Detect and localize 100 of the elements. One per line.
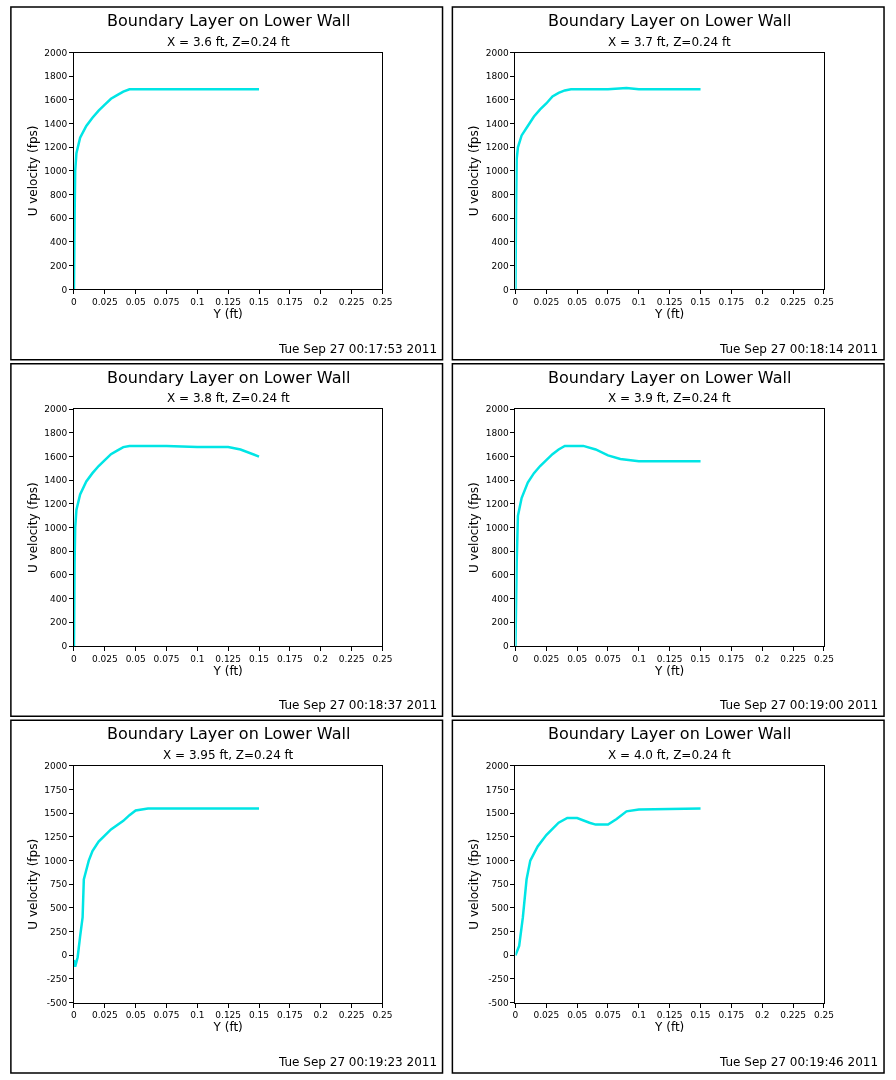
y-tick-label: 1000	[485, 166, 509, 177]
y-axis-title: U velocity (fps)	[467, 125, 482, 217]
chart-subtitle: X = 3.7 ft, Z=0.24 ft	[608, 35, 731, 49]
x-tick-label: 0.175	[276, 297, 303, 308]
text: Tue Sep 27 00:19:00 2011	[719, 698, 879, 712]
y-axis-title: U velocity (fps)	[25, 482, 40, 574]
y-tick-label: 600	[49, 570, 68, 581]
chart-title: Boundary Layer on Lower Wall	[107, 11, 351, 30]
y-tick-label: 0	[61, 284, 68, 295]
x-tick-label: 0.15	[690, 1010, 711, 1021]
x-tick-label: 0.05	[125, 653, 146, 664]
chart-subtitle: X = 3.9 ft, Z=0.24 ft	[608, 391, 731, 405]
x-tick-label: 0.2	[313, 1010, 328, 1021]
x-tick-label: 0.075	[595, 653, 621, 664]
x-tick-label: 0.2	[755, 1010, 770, 1021]
x-tick-label: 0.2	[313, 653, 328, 664]
x-tick-label: 0.225	[338, 1010, 365, 1021]
line-series	[515, 807, 702, 957]
x-tick-label: 0	[71, 1010, 78, 1021]
chart-subtitle: X = 4.0 ft, Z=0.24 ft	[608, 748, 731, 762]
x-tick-label: 0.15	[690, 297, 711, 308]
x-axis-title: Y (ft)	[212, 663, 243, 678]
y-tick-label: 400	[491, 593, 509, 604]
x-tick-label: 0.1	[631, 1010, 646, 1021]
x-tick-label: 0.1	[190, 1010, 205, 1021]
y-tick-label: 1750	[485, 784, 509, 795]
y-tick-label: 1800	[44, 71, 68, 82]
x-tick-label: 0.15	[249, 297, 270, 308]
y-tick-label: 1600	[44, 451, 68, 462]
x-tick-label: 0.025	[91, 297, 118, 308]
chart-subtitle: X = 3.6 ft, Z=0.24 ft	[167, 35, 290, 49]
y-tick-label: 250	[491, 926, 509, 937]
x-axis-title: Y (ft)	[654, 307, 685, 322]
y-tick-label: 2000	[485, 47, 509, 58]
x-tick-label: 0.1	[190, 653, 205, 664]
y-tick-label: 1400	[485, 118, 509, 129]
x-tick-label: 0	[71, 653, 78, 664]
y-tick-label: 200	[491, 617, 509, 628]
x-tick-label: 0.175	[276, 653, 303, 664]
x-tick-label: 0.075	[153, 297, 180, 308]
x-tick-label: 0.175	[718, 297, 745, 308]
y-tick-label: 750	[49, 879, 68, 890]
x-tick-label: 0.1	[190, 297, 205, 308]
x-tick-label: 0.25	[372, 297, 393, 308]
y-tick-label: 200	[49, 617, 68, 628]
x-tick-label: 0.225	[338, 653, 365, 664]
x-tick-label: 0	[512, 1010, 519, 1021]
y-tick-label: 1400	[44, 475, 68, 486]
x-axis-title: Y (ft)	[654, 663, 685, 678]
x-tick-label: 0	[512, 653, 519, 664]
x-tick-label: 0.25	[813, 1010, 834, 1021]
y-tick-label: 600	[49, 213, 68, 224]
y-tick-label: 0	[61, 641, 68, 652]
x-tick-label: 0.225	[780, 653, 806, 664]
y-tick-label: 2000	[44, 404, 68, 415]
x-tick-label: 0.25	[813, 297, 834, 308]
x-tick-label: 0.2	[313, 297, 328, 308]
chart-subtitle: X = 3.95 ft, Z=0.24 ft	[163, 748, 294, 762]
x-tick-label: 0.25	[372, 653, 393, 664]
x-tick-label: 0.125	[656, 297, 683, 308]
x-tick-label: 0.05	[567, 1010, 588, 1021]
x-tick-label: 0.025	[533, 297, 560, 308]
y-tick-label: 2000	[485, 404, 509, 415]
x-tick-label: 0.175	[718, 1010, 745, 1021]
x-tick-label: 0.15	[249, 1010, 270, 1021]
x-tick-label: 0.125	[656, 1010, 683, 1021]
y-tick-label: 500	[491, 903, 509, 914]
x-tick-label: 0.025	[91, 1010, 118, 1021]
y-tick-label: 400	[49, 237, 68, 248]
y-tick-label: 1600	[485, 95, 509, 106]
x-tick-label: 0.05	[567, 297, 588, 308]
y-tick-label: 750	[491, 879, 509, 890]
y-tick-label: 1500	[485, 808, 509, 819]
text: Tue Sep 27 00:18:37 2011	[278, 698, 438, 712]
x-tick-label: 0.125	[215, 1010, 242, 1021]
x-tick-label: 0.125	[215, 297, 242, 308]
y-axis-title: U velocity (fps)	[467, 838, 482, 930]
y-tick-label: 1750	[44, 784, 68, 795]
x-tick-label: 0.1	[631, 653, 646, 664]
y-tick-label: 1600	[44, 95, 68, 106]
x-tick-label: 0.15	[690, 653, 711, 664]
y-tick-label: 2000	[44, 47, 68, 58]
x-tick-label: 0.15	[249, 653, 270, 664]
y-tick-label: 200	[491, 260, 509, 271]
y-tick-label: 500	[49, 903, 68, 914]
y-tick-label: 2000	[485, 761, 509, 772]
chart-title: Boundary Layer on Lower Wall	[107, 724, 351, 743]
y-tick-label: 1000	[44, 166, 68, 177]
y-tick-label: 2000	[44, 761, 68, 772]
y-tick-label: 1000	[485, 522, 509, 533]
y-tick-label: 800	[49, 189, 68, 200]
x-tick-label: 0.225	[780, 297, 806, 308]
y-tick-label: -250	[488, 974, 509, 985]
y-tick-label: 0	[502, 284, 509, 295]
x-tick-label: 0.225	[780, 1010, 806, 1021]
line-series	[515, 86, 702, 290]
y-tick-label: -500	[488, 997, 509, 1008]
y-tick-label: 1000	[485, 855, 509, 866]
y-tick-label: 250	[49, 926, 68, 937]
x-tick-label: 0.25	[813, 653, 834, 664]
